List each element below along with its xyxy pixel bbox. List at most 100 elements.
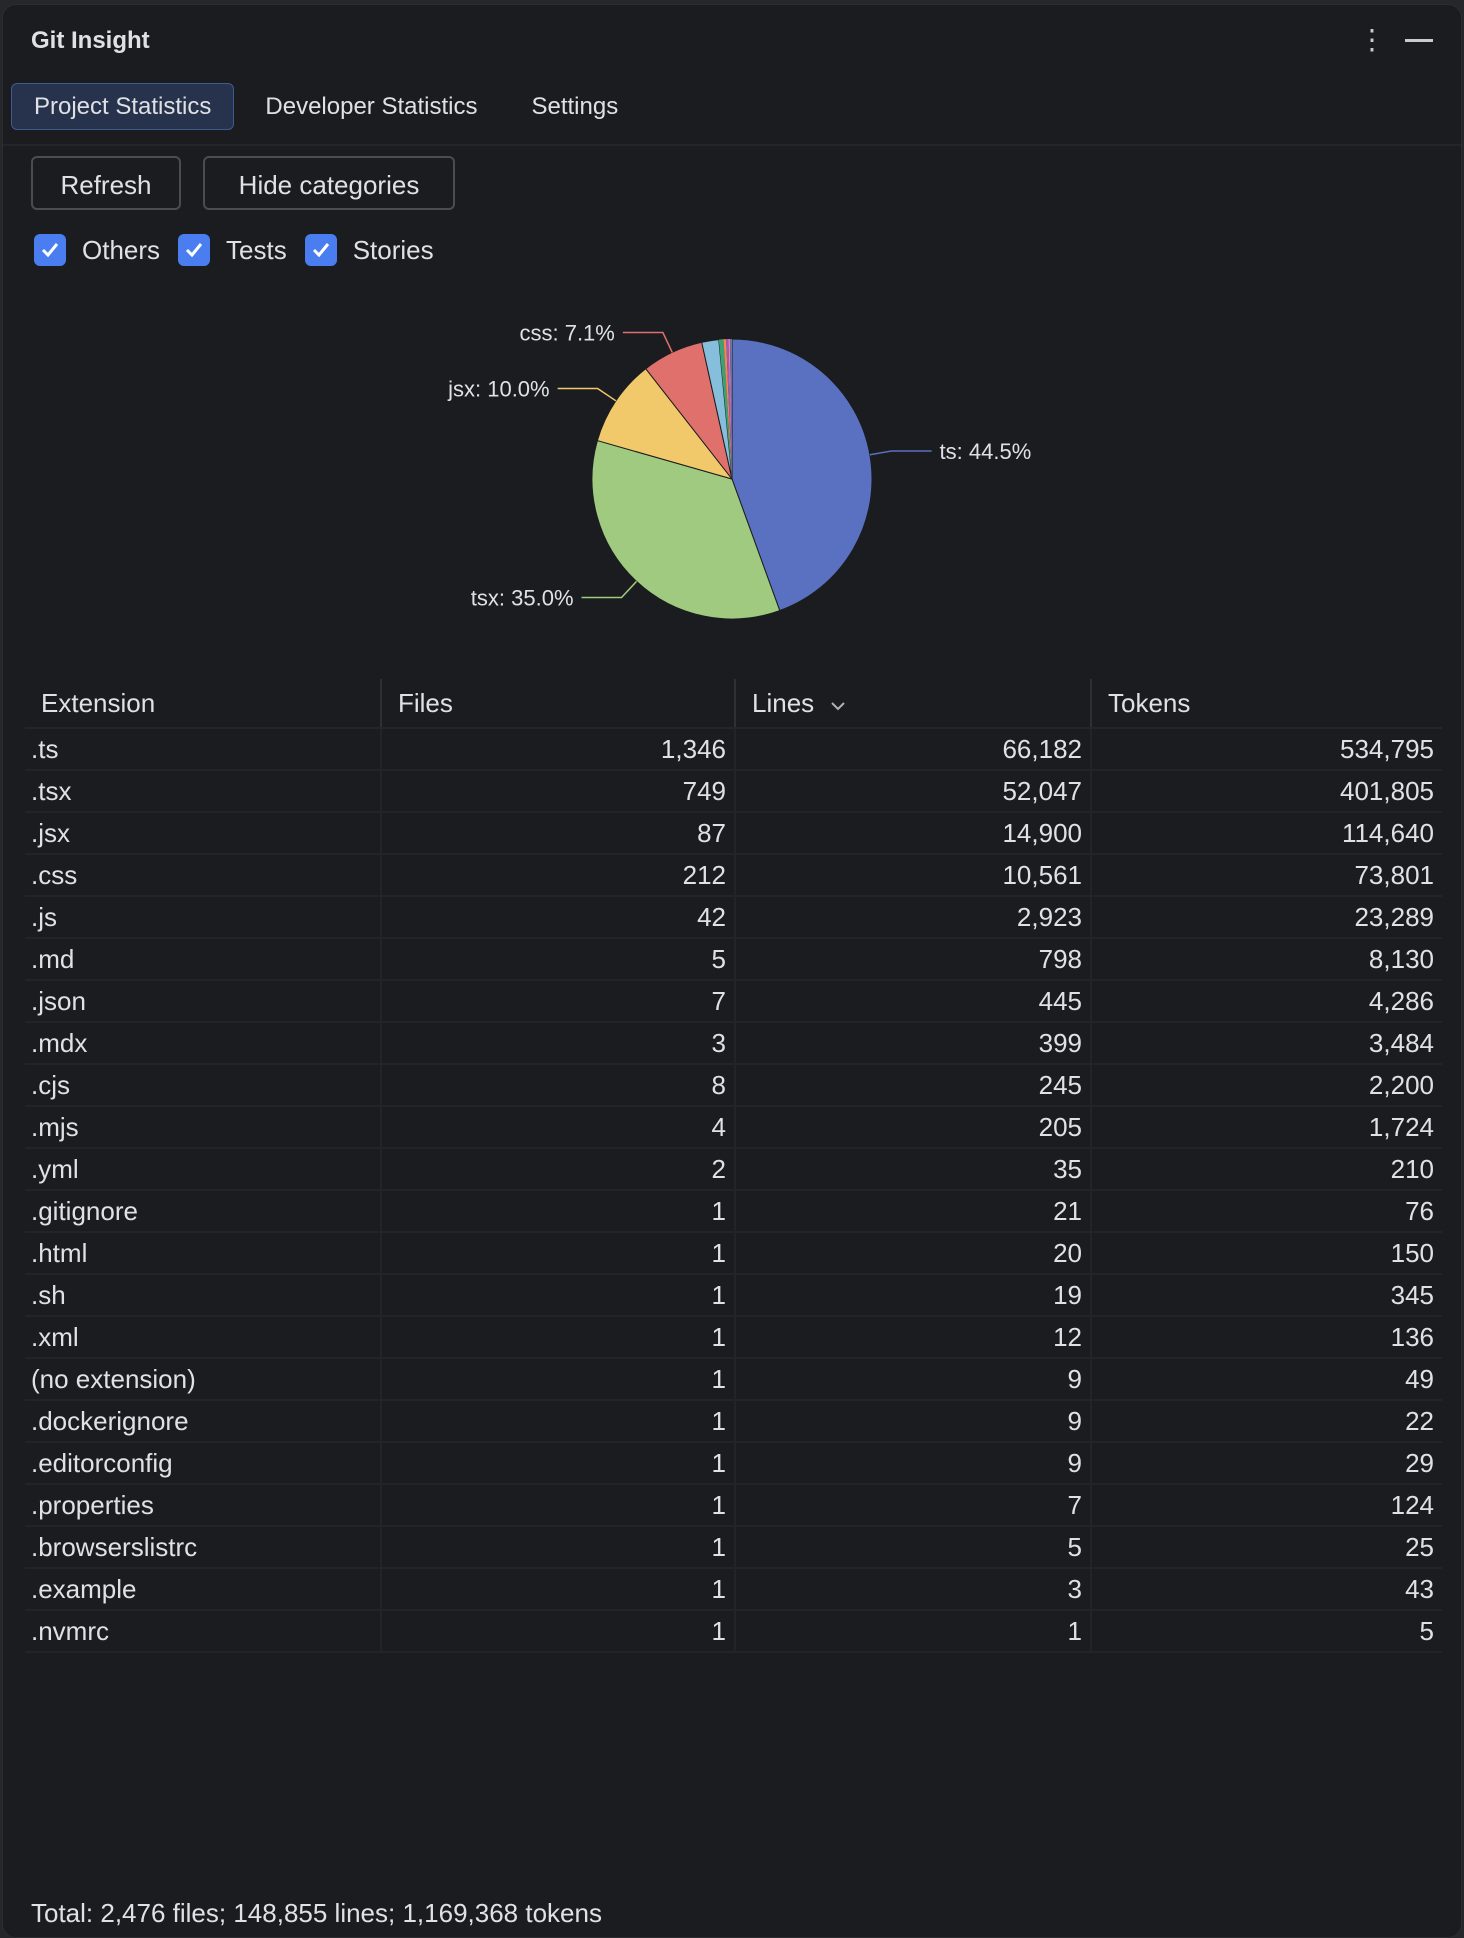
files-cell: 1: [380, 1401, 734, 1441]
extension-cell: .nvmrc: [31, 1616, 109, 1646]
extension-cell: .js: [31, 902, 57, 932]
window-title: Git Insight: [31, 27, 150, 54]
lines-cell: 445: [734, 981, 1090, 1021]
table-row[interactable]: .xml 1 12 136: [25, 1317, 1442, 1359]
files-cell: 1: [380, 1191, 734, 1231]
files-cell: 8: [380, 1065, 734, 1105]
files-cell: 1: [380, 1611, 734, 1651]
git-insight-panel: Git Insight ⋮ Project Statistics Develop…: [2, 4, 1462, 1938]
category-filters: Others Tests Stories: [34, 233, 452, 267]
pie-slice-mjs[interactable]: [729, 339, 732, 479]
tab-bar: Project Statistics Developer Statistics …: [11, 83, 649, 130]
extension-cell: .properties: [31, 1490, 154, 1520]
tab-developer-statistics[interactable]: Developer Statistics: [265, 93, 478, 120]
label-line: [869, 450, 932, 456]
tab-project-statistics[interactable]: Project Statistics: [11, 83, 235, 130]
lines-cell: 205: [734, 1107, 1090, 1147]
tab-settings[interactable]: Settings: [531, 93, 619, 120]
refresh-button[interactable]: Refresh: [31, 156, 181, 210]
check-icon: [185, 243, 203, 258]
table-row[interactable]: .mdx 3 399 3,484: [25, 1023, 1442, 1065]
table-row[interactable]: .ts 1,346 66,182 534,795: [25, 729, 1442, 771]
column-header-files[interactable]: Files: [380, 679, 734, 727]
pie-slice-json[interactable]: [723, 339, 732, 479]
table-header: Extension Files Lines Tokens: [25, 679, 1442, 729]
extension-cell: .browserslistrc: [31, 1532, 198, 1562]
table-row[interactable]: .js 42 2,923 23,289: [25, 897, 1442, 939]
pie-slice-jsx[interactable]: [596, 368, 734, 480]
extension-cell: .dockerignore: [31, 1406, 189, 1436]
lines-cell: 19: [734, 1275, 1090, 1315]
column-header-extension[interactable]: Extension: [41, 688, 156, 718]
tokens-cell: 8,130: [1090, 939, 1442, 979]
stories-checkbox[interactable]: [304, 234, 337, 266]
pie-slice-md[interactable]: [718, 339, 732, 479]
table-row[interactable]: .properties 1 7 124: [25, 1485, 1442, 1527]
lines-cell: 12: [734, 1317, 1090, 1357]
extension-cell: .cjs: [31, 1070, 70, 1100]
tokens-cell: 3,484: [1090, 1023, 1442, 1063]
table-row[interactable]: .dockerignore 1 9 22: [25, 1401, 1442, 1443]
lines-cell: 10,561: [734, 855, 1090, 895]
files-cell: 212: [380, 855, 734, 895]
tokens-cell: 2,200: [1090, 1065, 1442, 1105]
table-row[interactable]: .gitignore 1 21 76: [25, 1191, 1442, 1233]
lines-cell: 9: [734, 1401, 1090, 1441]
lines-cell: 52,047: [734, 771, 1090, 811]
files-cell: 42: [380, 897, 734, 937]
files-cell: 87: [380, 813, 734, 853]
pie-slice-yml[interactable]: [731, 339, 732, 479]
table-row[interactable]: .css 212 10,561 73,801: [25, 855, 1442, 897]
lines-header-label: Lines: [752, 688, 815, 718]
table-row[interactable]: .mjs 4 205 1,724: [25, 1107, 1442, 1149]
minimize-icon[interactable]: [1405, 39, 1433, 42]
kebab-vertical-icon[interactable]: ⋮: [1358, 24, 1386, 55]
table-row[interactable]: .editorconfig 1 9 29: [25, 1443, 1442, 1485]
lines-cell: 798: [734, 939, 1090, 979]
label-line: [622, 331, 673, 353]
table-row[interactable]: .sh 1 19 345: [25, 1275, 1442, 1317]
lines-cell: 21: [734, 1191, 1090, 1231]
pie-data-label: jsx: 10.0%: [447, 377, 550, 402]
table-row[interactable]: .example 1 3 43: [25, 1569, 1442, 1611]
pie-slice-html[interactable]: [731, 339, 732, 479]
table-row[interactable]: .md 5 798 8,130: [25, 939, 1442, 981]
table-row[interactable]: .html 1 20 150: [25, 1233, 1442, 1275]
hide-categories-button[interactable]: Hide categories: [203, 156, 455, 210]
files-cell: 1,346: [380, 729, 734, 769]
tokens-cell: 210: [1090, 1149, 1442, 1189]
tests-checkbox[interactable]: [178, 234, 211, 266]
tokens-cell: 73,801: [1090, 855, 1442, 895]
tokens-cell: 76: [1090, 1191, 1442, 1231]
table-row[interactable]: (no extension) 1 9 49: [25, 1359, 1442, 1401]
table-row[interactable]: .jsx 87 14,900 114,640: [25, 813, 1442, 855]
totals-status: Total: 2,476 files; 148,855 lines; 1,169…: [31, 1898, 602, 1928]
extension-cell: .html: [31, 1238, 88, 1268]
table-row[interactable]: .cjs 8 245 2,200: [25, 1065, 1442, 1107]
files-cell: 1: [380, 1233, 734, 1273]
pie-data-label: css: 7.1%: [519, 320, 614, 345]
extension-cell: (no extension): [31, 1364, 196, 1394]
column-header-lines[interactable]: Lines: [734, 679, 1090, 727]
pie-slice-js[interactable]: [701, 339, 733, 480]
extension-cell: .sh: [31, 1280, 66, 1310]
divider: [3, 144, 1461, 146]
pie-data-label: tsx: 35.0%: [471, 585, 574, 610]
pie-slice-tsx[interactable]: [591, 439, 781, 620]
files-cell: 2: [380, 1149, 734, 1189]
files-cell: 3: [380, 1023, 734, 1063]
tokens-cell: 49: [1090, 1359, 1442, 1399]
table-row[interactable]: .yml 2 35 210: [25, 1149, 1442, 1191]
lines-pie-chart: ts: 44.5% tsx: 35.0% jsx: 10.0% css: 7.1%: [447, 320, 1031, 620]
column-header-tokens[interactable]: Tokens: [1090, 679, 1442, 727]
table-row[interactable]: .browserslistrc 1 5 25: [25, 1527, 1442, 1569]
pie-slice-mdx[interactable]: [726, 339, 732, 479]
extension-cell: .mjs: [31, 1112, 79, 1142]
pie-slice-cjs[interactable]: [728, 339, 732, 479]
lines-cell: 9: [734, 1359, 1090, 1399]
table-row[interactable]: .json 7 445 4,286: [25, 981, 1442, 1023]
others-checkbox[interactable]: [34, 234, 66, 266]
table-row[interactable]: .nvmrc 1 1 5: [25, 1611, 1442, 1653]
table-row[interactable]: .tsx 749 52,047 401,805: [25, 771, 1442, 813]
pie-slice-gitignore[interactable]: [731, 339, 732, 479]
